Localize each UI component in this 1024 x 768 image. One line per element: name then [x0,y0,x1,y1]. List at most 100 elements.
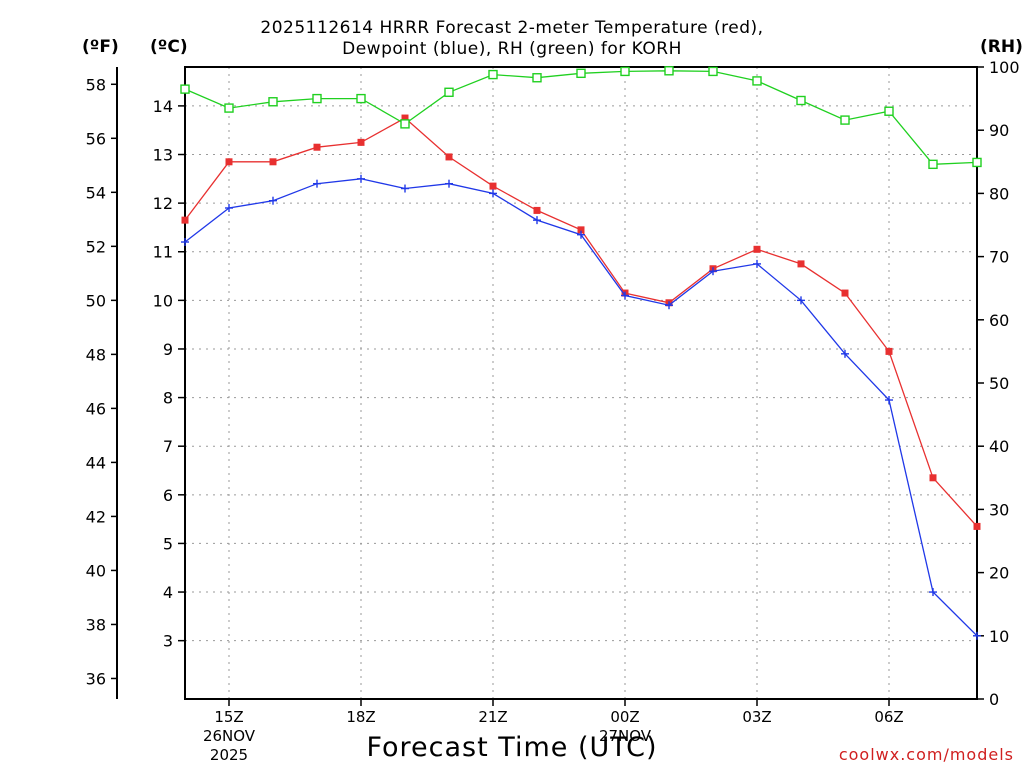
x-tick-label: 15Z [214,708,243,726]
celsius-tick-label: 5 [163,534,173,553]
rh-point [752,76,762,86]
series-layer [180,66,982,640]
temperature-point [533,206,541,214]
x-axis-label: Forecast Time (UTC) [366,732,658,763]
celsius-unit-label: (ºC) [150,37,188,57]
rh-point [972,157,982,168]
axis-layer: 3638404244464850525456583456789101112131… [86,58,1020,764]
rh-tick-label: 60 [989,311,1009,330]
fahrenheit-tick-label: 42 [86,507,106,526]
celsius-tick-label: 8 [163,389,173,408]
rh-point [400,119,410,129]
fahrenheit-unit-label: (ºF) [82,37,119,57]
dewpoint-point [313,179,321,188]
rh-point [928,159,938,170]
dewpoint-point [445,179,453,188]
rh-point [620,66,630,77]
rh-tick-label: 70 [989,248,1009,267]
rh-point [796,95,806,106]
rh-unit-label: (RH) [980,37,1023,57]
celsius-tick-label: 9 [163,340,173,359]
celsius-tick-label: 11 [153,243,173,262]
temperature-point [841,289,849,297]
x-tick-label: 06Z [874,708,903,726]
rh-tick-label: 90 [989,121,1009,140]
temperature-point [577,226,585,234]
dewpoint-point [225,203,233,212]
celsius-tick-label: 12 [153,194,173,213]
rh-point [884,106,894,116]
dewpoint-point [621,291,629,300]
chart-title-line-2: Dewpoint (blue), RH (green) for KORH [342,39,682,59]
chart-title-line-1: 2025112614 HRRR Forecast 2-meter Tempera… [260,18,764,38]
credit-text: coolwx.com/models [838,745,1014,764]
fahrenheit-tick-label: 54 [86,183,106,202]
dewpoint-point [181,238,189,247]
fahrenheit-tick-label: 50 [86,291,106,310]
rh-point [488,69,498,80]
rh-point [268,97,278,107]
dewpoint-point [973,631,981,640]
rh-point [532,73,542,83]
celsius-tick-label: 3 [163,632,173,651]
celsius-tick-label: 13 [153,146,173,165]
rh-tick-label: 20 [989,564,1009,583]
fahrenheit-tick-label: 48 [86,345,106,364]
x-tick-label: 21Z [478,708,507,726]
rh-point [664,66,674,76]
fahrenheit-tick-label: 36 [86,669,106,688]
rh-point [708,66,718,77]
temperature-point [489,182,497,190]
temperature-point [797,260,805,268]
fahrenheit-tick-label: 52 [86,237,106,256]
fahrenheit-tick-label: 46 [86,399,106,418]
dewpoint-point [577,230,585,239]
temperature-point [973,522,981,530]
temperature-point [225,158,233,166]
temperature-point [269,158,277,166]
rh-tick-label: 100 [989,58,1020,77]
plot-frame [184,66,978,700]
rh-series-line [184,70,978,165]
fahrenheit-tick-label: 58 [86,75,106,94]
rh-point [356,93,366,104]
dewpoint-point [885,396,893,405]
dewpoint-point [269,196,277,205]
temperature-point [313,143,321,151]
celsius-tick-label: 10 [153,291,173,310]
dewpoint-point [797,296,805,305]
rh-point [180,84,190,94]
rh-point [444,87,454,97]
temperature-point [753,245,761,253]
rh-tick-label: 40 [989,437,1009,456]
celsius-tick-label: 6 [163,486,173,505]
temperature-point [445,153,453,161]
dewpoint-point [533,216,541,225]
celsius-tick-label: 7 [163,437,173,456]
rh-point [576,68,586,79]
dewpoint-point [841,349,849,358]
rh-tick-label: 0 [989,690,999,709]
fahrenheit-tick-label: 38 [86,615,106,634]
celsius-tick-label: 14 [153,97,173,116]
rh-point [312,93,322,104]
temperature-point [181,216,189,224]
celsius-tick-label: 4 [163,583,173,602]
dewpoint-point [709,267,717,276]
x-tick-date-label: 27NOV [599,727,652,745]
x-tick-date-label: 26NOV [203,727,256,745]
rh-tick-label: 80 [989,184,1009,203]
fahrenheit-tick-label: 40 [86,561,106,580]
temperature-point [929,474,937,482]
dewpoint-series-line [184,178,978,637]
dewpoint-point [401,184,409,193]
fahrenheit-tick-label: 44 [86,453,106,472]
x-tick-year-label: 2025 [210,746,248,764]
temperature-point [357,138,365,146]
x-tick-label: 03Z [742,708,771,726]
x-tick-label: 00Z [610,708,639,726]
x-tick-label: 18Z [346,708,375,726]
grid-layer [185,67,977,699]
rh-point [840,115,850,125]
